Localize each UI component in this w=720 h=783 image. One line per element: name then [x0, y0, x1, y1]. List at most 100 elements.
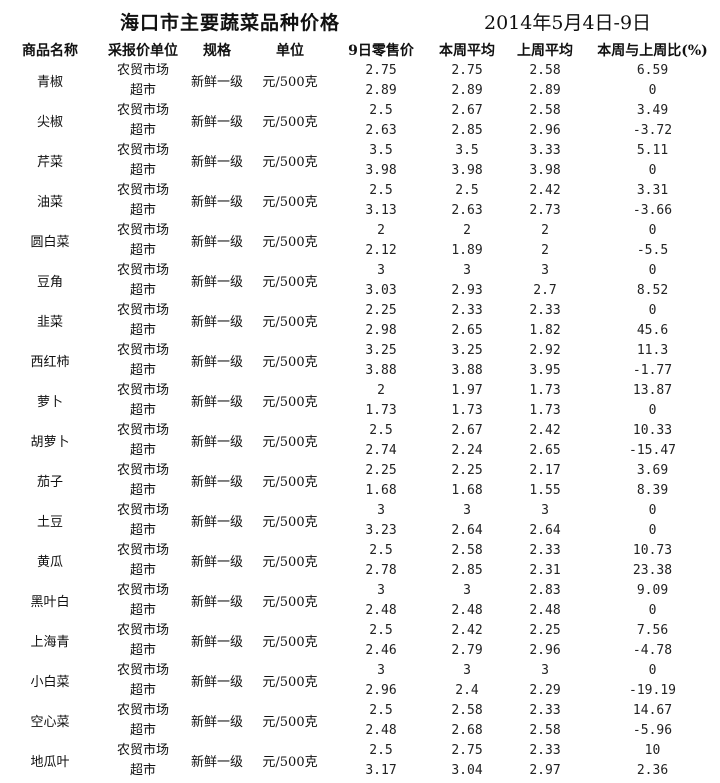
table-row: 青椒 农贸市场 2.75 2.75 2.58 6.59 超市 2.89 2.89 2.89 0 新鲜一… — [0, 63, 720, 103]
market-type: 超市 — [129, 83, 156, 98]
change-pct: 10.73 — [632, 543, 673, 558]
table-row: 西红柿 农贸市场 3.25 3.25 2.92 11.3 超市 3.88 3.88 3.95 -1.… — [0, 343, 720, 383]
this-week-avg: 2.89 — [451, 83, 483, 98]
this-week-avg: 3.25 — [451, 343, 483, 358]
this-week-avg: 3 — [463, 263, 471, 278]
price-9th: 3.17 — [365, 763, 397, 778]
table-row: 圆白菜 农贸市场 2 2 2 0 超市 2.12 1.89 2 -5.5 新鲜一级 元/500克 — [0, 223, 720, 263]
change-pct: 0 — [648, 503, 657, 518]
this-week-avg: 2.67 — [451, 103, 483, 118]
this-week-avg: 3.98 — [451, 163, 483, 178]
this-week-avg: 2 — [463, 223, 471, 238]
this-week-avg: 1.73 — [451, 403, 483, 418]
spec: 新鲜一级 — [190, 275, 243, 290]
item-name: 圆白菜 — [30, 235, 70, 250]
market-type: 农贸市场 — [116, 703, 169, 718]
unit: 元/500克 — [262, 755, 318, 770]
last-week-avg: 2.33 — [529, 303, 561, 318]
change-pct: 5.11 — [636, 143, 669, 158]
market-type: 农贸市场 — [116, 303, 169, 318]
item-name: 豆角 — [36, 275, 63, 290]
header-unit: 单位 — [276, 43, 304, 59]
this-week-avg: 2.58 — [451, 543, 483, 558]
this-week-avg: 2.64 — [451, 523, 483, 538]
price-9th: 3 — [377, 503, 385, 518]
spec: 新鲜一级 — [190, 115, 243, 130]
spec: 新鲜一级 — [190, 195, 243, 210]
change-pct: 0 — [648, 663, 657, 678]
change-pct: 0 — [648, 523, 657, 538]
spec: 新鲜一级 — [190, 395, 243, 410]
market-type: 超市 — [129, 203, 156, 218]
change-pct: 3.31 — [636, 183, 669, 198]
last-week-avg: 1.82 — [529, 323, 561, 338]
table-row: 尖椒 农贸市场 2.5 2.67 2.58 3.49 超市 2.63 2.85 2.96 -3.72… — [0, 103, 720, 143]
change-pct: 2.36 — [636, 763, 669, 778]
change-pct: 10 — [644, 743, 661, 758]
change-pct: 10.33 — [632, 423, 673, 438]
price-9th: 3 — [377, 263, 385, 278]
this-week-avg: 1.97 — [451, 383, 483, 398]
change-pct: 14.67 — [632, 703, 673, 718]
price-9th: 2.5 — [369, 103, 393, 118]
market-type: 农贸市场 — [116, 663, 169, 678]
market-type: 超市 — [129, 563, 156, 578]
unit: 元/500克 — [262, 195, 318, 210]
item-name: 西红柿 — [30, 355, 70, 370]
market-type: 农贸市场 — [116, 343, 169, 358]
last-week-avg: 3 — [541, 503, 549, 518]
last-week-avg: 2.96 — [529, 123, 561, 138]
table-row: 空心菜 农贸市场 2.5 2.58 2.33 14.67 超市 2.48 2.68 2.58 -5.… — [0, 703, 720, 743]
change-pct: -19.19 — [629, 683, 676, 698]
market-type: 农贸市场 — [116, 503, 169, 518]
unit: 元/500克 — [262, 715, 318, 730]
last-week-avg: 2.65 — [529, 443, 561, 458]
price-9th: 3 — [377, 583, 385, 598]
last-week-avg: 2.64 — [529, 523, 561, 538]
price-9th: 2.46 — [365, 643, 397, 658]
price-9th: 2.25 — [365, 303, 397, 318]
unit: 元/500克 — [262, 75, 318, 90]
market-type: 超市 — [129, 323, 156, 338]
market-type: 农贸市场 — [116, 63, 169, 78]
this-week-avg: 3 — [463, 663, 471, 678]
last-week-avg: 2.58 — [529, 103, 561, 118]
item-name: 茄子 — [36, 475, 63, 490]
spec: 新鲜一级 — [190, 355, 243, 370]
price-9th: 2.12 — [365, 243, 397, 258]
last-week-avg: 3 — [541, 263, 549, 278]
this-week-avg: 2.4 — [455, 683, 479, 698]
change-pct: -15.47 — [629, 443, 676, 458]
unit: 元/500克 — [262, 515, 318, 530]
market-type: 超市 — [129, 683, 156, 698]
unit: 元/500克 — [262, 355, 318, 370]
price-9th: 2.5 — [369, 623, 393, 638]
this-week-avg: 2.25 — [451, 463, 483, 478]
unit: 元/500克 — [262, 675, 318, 690]
item-name: 黑叶白 — [30, 595, 70, 610]
table-row: 芹菜 农贸市场 3.5 3.5 3.33 5.11 超市 3.98 3.98 3.98 0 新鲜一级 元… — [0, 143, 720, 183]
this-week-avg: 3 — [463, 503, 471, 518]
this-week-avg: 2.5 — [455, 183, 479, 198]
price-9th: 3.98 — [365, 163, 397, 178]
spec: 新鲜一级 — [190, 75, 243, 90]
this-week-avg: 2.79 — [451, 643, 483, 658]
market-type: 农贸市场 — [116, 543, 169, 558]
item-name: 萝卜 — [36, 395, 63, 410]
price-9th: 1.68 — [365, 483, 397, 498]
market-type: 农贸市场 — [116, 463, 169, 478]
market-type: 超市 — [129, 283, 156, 298]
last-week-avg: 1.73 — [529, 383, 561, 398]
market-type: 农贸市场 — [116, 183, 169, 198]
unit: 元/500克 — [262, 115, 318, 130]
market-type: 超市 — [129, 723, 156, 738]
item-name: 上海青 — [30, 635, 70, 650]
change-pct: 0 — [648, 83, 657, 98]
price-9th: 3.25 — [365, 343, 397, 358]
price-9th: 2.75 — [365, 63, 397, 78]
this-week-avg: 2.85 — [451, 123, 483, 138]
item-name: 土豆 — [36, 515, 63, 530]
price-9th: 3 — [377, 663, 385, 678]
this-week-avg: 2.33 — [451, 303, 483, 318]
last-week-avg: 2.33 — [529, 703, 561, 718]
